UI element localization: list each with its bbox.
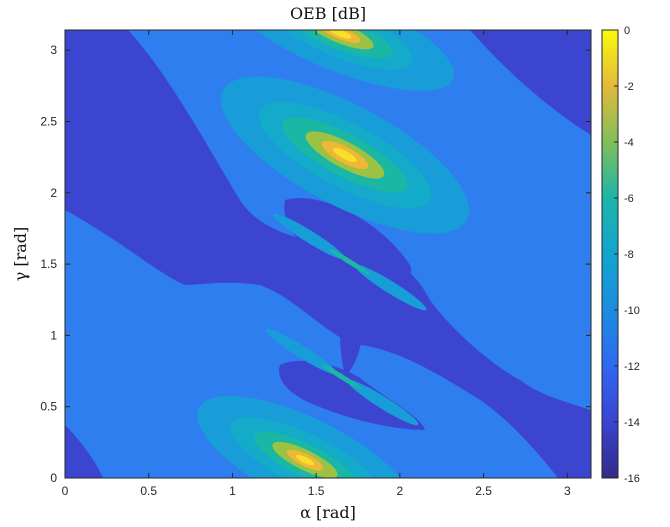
x-tick-label: 0.5 (140, 484, 157, 498)
plot-frame (64, 29, 592, 479)
x-tick-label: 0 (62, 484, 69, 498)
axis-ticks: 0 0.5 1 1.5 2 2.5 3 0 0.5 1 1.5 2 2.5 3 (40, 30, 591, 498)
x-tick-label: 3 (564, 484, 571, 498)
peak-bottom (197, 395, 413, 478)
x-tick-label: 1 (229, 484, 236, 498)
y-tick-label: 0 (50, 471, 57, 485)
saddle-lower (265, 328, 419, 426)
y-tick-label: 1.5 (40, 257, 57, 271)
y-tick-label: 3 (50, 43, 57, 57)
colorbar-tick-label: 0 (624, 25, 630, 37)
colorbar-tick-label: -4 (624, 137, 634, 149)
y-tick-label: 1 (50, 328, 57, 342)
y-axis-label: γ [rad] (11, 227, 30, 282)
x-tick-label: 1.5 (308, 484, 325, 498)
colorbar-tick-label: -6 (624, 193, 634, 205)
contour-low-center-blob (284, 198, 412, 279)
y-tick-label: 2.5 (40, 114, 57, 128)
colorbar-tick-label: -16 (624, 473, 640, 485)
colorbar-ticks: 0 -2 -4 -6 -8 -10 -12 -14 -16 (614, 25, 640, 485)
x-axis-label: α [rad] (300, 503, 356, 522)
y-tick-label: 2 (50, 186, 57, 200)
colorbar-tick-label: -2 (624, 81, 634, 93)
contour-low-vertical-strip (339, 272, 365, 375)
colorbar-tick-label: -14 (624, 417, 640, 429)
y-tick-label: 0.5 (40, 400, 57, 414)
colorbar-tick-label: -12 (624, 361, 640, 373)
chart-title: OEB [dB] (290, 4, 366, 23)
x-tick-label: 2 (397, 484, 404, 498)
contour-layer (65, 30, 591, 478)
contour-low-top-right (470, 30, 591, 135)
colorbar-tick-label: -10 (624, 305, 640, 317)
colorbar-tick-label: -8 (624, 249, 634, 261)
contour-low-bottom-left (65, 425, 103, 478)
x-tick-label: 2.5 (475, 484, 492, 498)
peak-main (220, 76, 470, 234)
saddle-upper (273, 213, 427, 311)
peak-top (225, 30, 455, 91)
